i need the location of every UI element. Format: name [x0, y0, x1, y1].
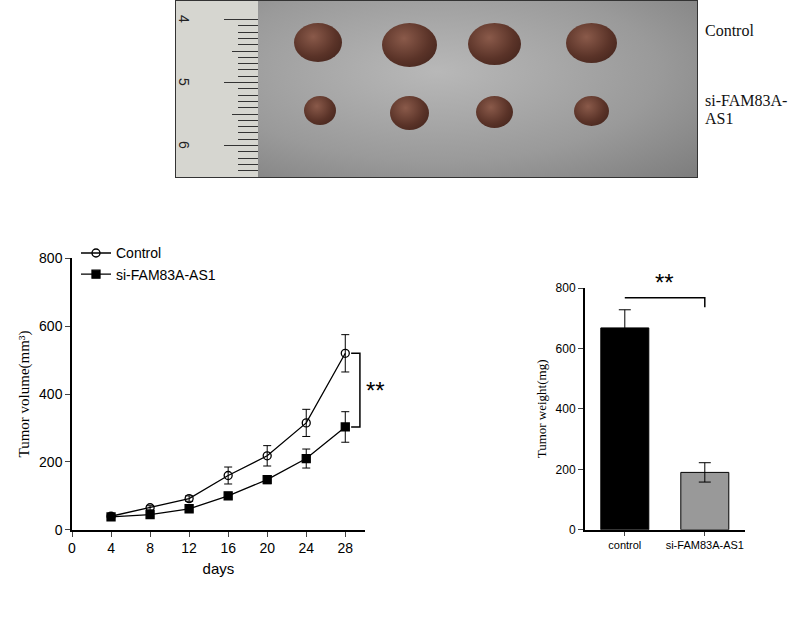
svg-text:200: 200 [39, 454, 63, 470]
svg-text:20: 20 [259, 540, 275, 556]
svg-text:600: 600 [39, 318, 63, 334]
svg-text:0: 0 [569, 523, 576, 537]
svg-text:600: 600 [556, 342, 576, 356]
svg-text:si-FAM83A-AS1: si-FAM83A-AS1 [666, 539, 744, 551]
html-text:5: 5 [175, 78, 192, 86]
svg-text:Tumor volume(mm³): Tumor volume(mm³) [16, 331, 33, 458]
html-text:4: 4 [175, 15, 192, 23]
svg-text:**: ** [366, 377, 385, 404]
svg-text:Control: Control [116, 245, 161, 261]
svg-text:800: 800 [39, 250, 63, 266]
svg-text:0: 0 [68, 540, 76, 556]
svg-text:12: 12 [181, 540, 197, 556]
html-text:si-FAM83A-AS1: si-FAM83A-AS1 [705, 92, 788, 127]
html-text:6: 6 [175, 141, 192, 149]
svg-text:control: control [608, 539, 641, 551]
svg-text:400: 400 [556, 402, 576, 416]
svg-text:8: 8 [146, 540, 154, 556]
svg-text:16: 16 [220, 540, 236, 556]
svg-text:200: 200 [556, 463, 576, 477]
svg-text:0: 0 [55, 522, 63, 538]
svg-text:Tumor weight(mg): Tumor weight(mg) [534, 360, 549, 459]
svg-text:days: days [203, 560, 235, 577]
svg-text:**: ** [655, 269, 674, 296]
svg-text:4: 4 [107, 540, 115, 556]
html-text:Control: Control [705, 22, 754, 39]
svg-text:28: 28 [337, 540, 353, 556]
svg-text:si-FAM83A-AS1: si-FAM83A-AS1 [116, 267, 216, 283]
svg-text:400: 400 [39, 386, 63, 402]
svg-text:800: 800 [556, 281, 576, 295]
svg-text:24: 24 [298, 540, 314, 556]
